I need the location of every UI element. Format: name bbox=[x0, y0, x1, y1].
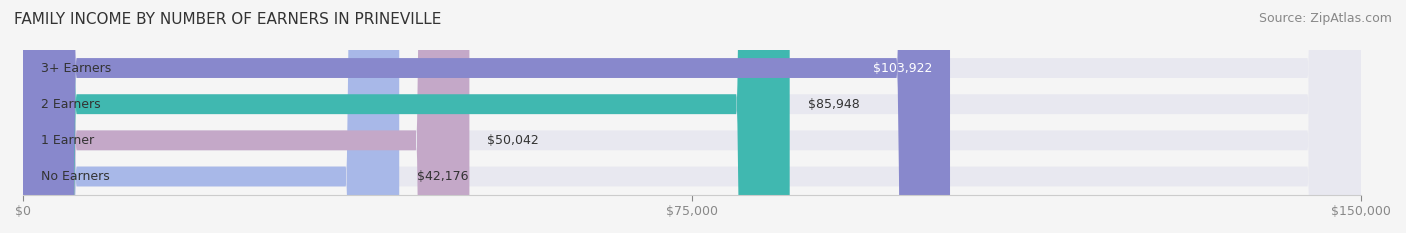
Text: 1 Earner: 1 Earner bbox=[41, 134, 94, 147]
FancyBboxPatch shape bbox=[22, 0, 790, 233]
Text: $103,922: $103,922 bbox=[873, 62, 932, 75]
Text: Source: ZipAtlas.com: Source: ZipAtlas.com bbox=[1258, 12, 1392, 25]
Text: $85,948: $85,948 bbox=[807, 98, 859, 111]
FancyBboxPatch shape bbox=[22, 0, 1361, 233]
Text: $50,042: $50,042 bbox=[488, 134, 538, 147]
Text: No Earners: No Earners bbox=[41, 170, 110, 183]
FancyBboxPatch shape bbox=[22, 0, 399, 233]
Text: FAMILY INCOME BY NUMBER OF EARNERS IN PRINEVILLE: FAMILY INCOME BY NUMBER OF EARNERS IN PR… bbox=[14, 12, 441, 27]
FancyBboxPatch shape bbox=[22, 0, 950, 233]
FancyBboxPatch shape bbox=[22, 0, 1361, 233]
FancyBboxPatch shape bbox=[22, 0, 1361, 233]
FancyBboxPatch shape bbox=[22, 0, 470, 233]
FancyBboxPatch shape bbox=[22, 0, 1361, 233]
Text: $42,176: $42,176 bbox=[418, 170, 468, 183]
Text: 2 Earners: 2 Earners bbox=[41, 98, 100, 111]
Text: 3+ Earners: 3+ Earners bbox=[41, 62, 111, 75]
